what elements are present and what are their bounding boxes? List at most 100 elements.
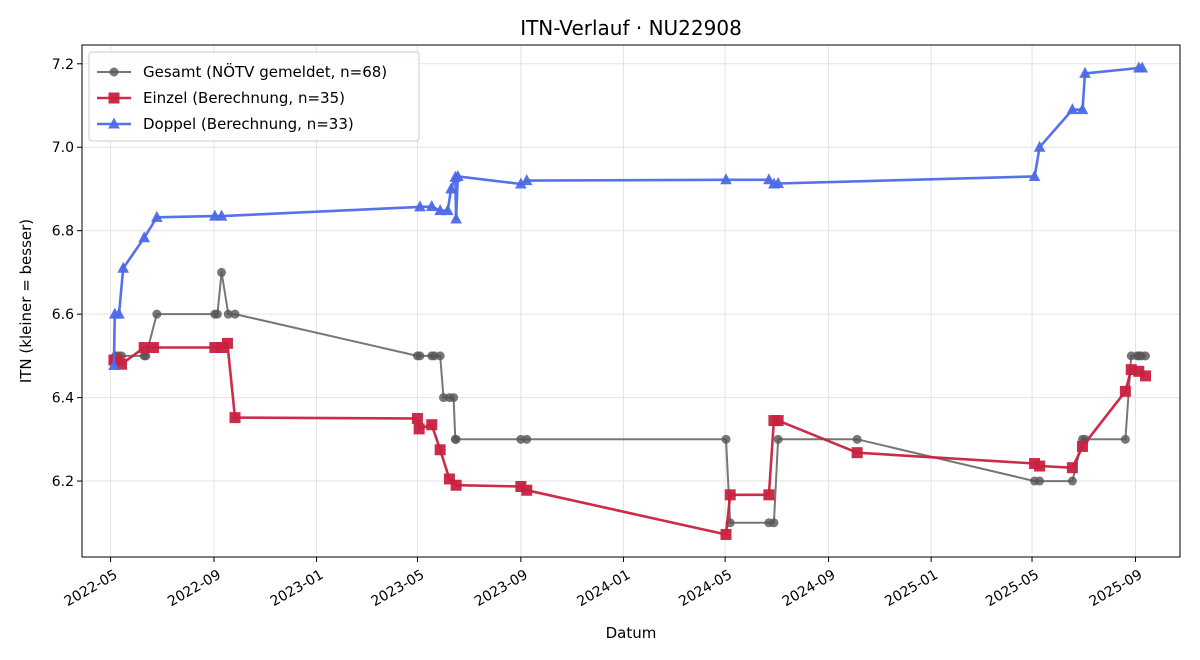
data-point-einzel bbox=[1034, 460, 1046, 472]
series-layer bbox=[108, 61, 1152, 540]
data-point-gesamt bbox=[230, 309, 240, 319]
data-point-einzel bbox=[138, 342, 150, 354]
data-point-einzel bbox=[1119, 385, 1131, 397]
data-point-doppel bbox=[108, 358, 120, 370]
data-point-doppel bbox=[113, 307, 125, 319]
data-point-gesamt bbox=[522, 434, 532, 444]
data-point-einzel bbox=[1125, 364, 1137, 376]
x-tick-label: 2024-01 bbox=[575, 567, 634, 610]
data-point-gesamt bbox=[223, 309, 233, 319]
data-point-doppel bbox=[215, 209, 228, 221]
data-point-einzel bbox=[147, 342, 159, 354]
legend-label-doppel: Doppel (Berechnung, n=33) bbox=[143, 115, 354, 133]
y-axis: 6.2 6.4 6.6 6.8 7.0 7.2 bbox=[52, 57, 82, 490]
data-point-gesamt bbox=[1067, 476, 1077, 486]
data-point-doppel bbox=[441, 204, 454, 216]
data-point-einzel bbox=[515, 480, 527, 492]
x-tick-label: 2022-09 bbox=[165, 567, 224, 610]
data-point-einzel bbox=[1140, 370, 1152, 382]
legend-marker-doppel bbox=[108, 117, 120, 129]
data-point-einzel bbox=[1076, 440, 1088, 452]
data-point-gesamt bbox=[141, 351, 151, 361]
legend-label-einzel: Einzel (Berechnung, n=35) bbox=[143, 89, 345, 107]
data-point-einzel bbox=[851, 447, 863, 459]
x-axis-label: Datum bbox=[606, 624, 657, 642]
grid bbox=[82, 45, 1180, 557]
data-point-gesamt bbox=[769, 518, 779, 528]
data-point-gesamt bbox=[212, 309, 222, 319]
data-point-einzel bbox=[521, 484, 533, 496]
data-point-einzel bbox=[229, 412, 241, 424]
data-point-doppel bbox=[1028, 169, 1041, 181]
data-point-doppel bbox=[434, 204, 446, 216]
y-tick-label: 6.2 bbox=[52, 474, 74, 490]
series-doppel bbox=[108, 61, 1148, 370]
data-point-einzel bbox=[209, 342, 221, 354]
y-tick-label: 6.8 bbox=[52, 224, 74, 240]
x-tick-label: 2024-09 bbox=[780, 567, 839, 610]
y-tick-label: 7.2 bbox=[52, 57, 74, 73]
x-tick-label: 2023-05 bbox=[369, 567, 428, 610]
data-point-doppel bbox=[515, 177, 527, 189]
x-tick-label: 2023-01 bbox=[268, 567, 327, 610]
data-point-doppel bbox=[138, 231, 151, 243]
legend-label-gesamt: Gesamt (NÖTV gemeldet, n=68) bbox=[143, 62, 387, 81]
data-point-einzel bbox=[413, 423, 425, 435]
x-tick-label: 2025-01 bbox=[882, 567, 941, 610]
x-tick-label: 2025-09 bbox=[1087, 567, 1146, 610]
data-point-einzel bbox=[763, 489, 775, 501]
data-point-einzel bbox=[426, 419, 438, 431]
y-axis-label: ITN (kleiner = besser) bbox=[17, 219, 35, 383]
data-point-doppel bbox=[425, 199, 438, 211]
data-point-doppel bbox=[1033, 140, 1046, 152]
data-point-gesamt bbox=[1141, 351, 1151, 361]
data-point-einzel bbox=[724, 489, 736, 501]
data-point-gesamt bbox=[721, 434, 731, 444]
data-point-gesamt bbox=[435, 351, 445, 361]
data-point-doppel bbox=[117, 261, 129, 273]
data-point-einzel bbox=[411, 412, 423, 424]
data-point-einzel bbox=[720, 528, 732, 540]
data-point-einzel bbox=[450, 479, 462, 491]
data-point-doppel bbox=[520, 174, 533, 186]
legend: Gesamt (NÖTV gemeldet, n=68) Einzel (Bere… bbox=[88, 51, 420, 142]
data-point-einzel bbox=[221, 337, 233, 349]
x-axis: 2022-05 2022-09 2023-01 2023-05 2023-09 2024-… bbox=[62, 557, 1146, 610]
data-point-doppel bbox=[450, 212, 462, 224]
y-tick-label: 7.0 bbox=[52, 140, 74, 156]
data-point-doppel bbox=[445, 182, 457, 194]
y-tick-label: 6.6 bbox=[52, 307, 74, 323]
data-point-gesamt bbox=[217, 267, 227, 277]
x-tick-label: 2022-05 bbox=[62, 567, 121, 610]
legend-marker-einzel bbox=[108, 92, 120, 104]
data-point-einzel bbox=[772, 415, 784, 427]
data-point-doppel bbox=[772, 177, 784, 189]
data-point-doppel bbox=[1076, 103, 1089, 115]
data-point-doppel bbox=[414, 200, 426, 212]
legend-box bbox=[88, 51, 420, 142]
plot-frame bbox=[81, 44, 1181, 558]
data-point-doppel bbox=[1136, 61, 1148, 73]
data-point-doppel bbox=[1066, 103, 1079, 115]
y-tick-label: 6.4 bbox=[52, 391, 74, 407]
data-point-doppel bbox=[1079, 66, 1091, 78]
data-point-gesamt bbox=[152, 309, 162, 319]
x-tick-label: 2025-05 bbox=[983, 567, 1042, 610]
data-point-doppel bbox=[452, 169, 464, 181]
data-point-gesamt bbox=[449, 393, 459, 403]
data-point-gesamt bbox=[773, 434, 783, 444]
x-tick-label: 2023-09 bbox=[472, 567, 531, 610]
data-point-einzel bbox=[443, 473, 455, 485]
data-point-doppel bbox=[151, 210, 163, 222]
data-point-gesamt bbox=[1035, 476, 1045, 486]
chart-title: ITN-Verlauf · NU22908 bbox=[520, 16, 742, 40]
data-point-einzel bbox=[1133, 365, 1145, 377]
data-point-gesamt bbox=[852, 434, 862, 444]
data-point-doppel bbox=[720, 173, 732, 185]
data-point-einzel bbox=[1066, 462, 1078, 474]
data-point-einzel bbox=[434, 444, 446, 456]
data-point-einzel bbox=[116, 358, 128, 370]
data-point-gesamt bbox=[415, 351, 425, 361]
legend-marker-gesamt bbox=[109, 67, 119, 77]
